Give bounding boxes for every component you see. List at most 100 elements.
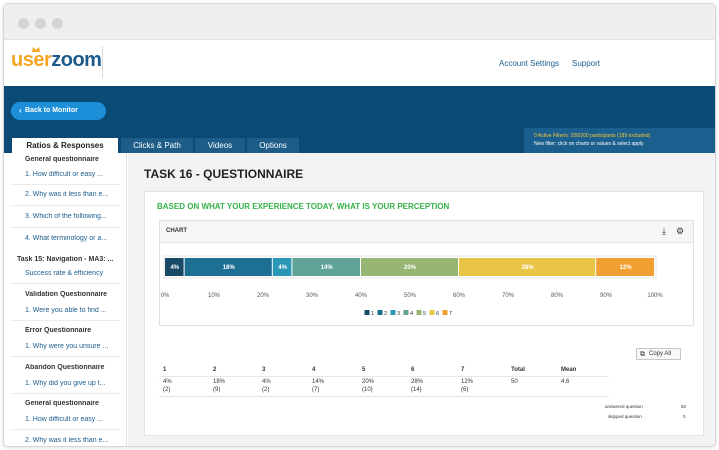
bar-segment-3[interactable] (272, 258, 292, 276)
legend-label: 5 (423, 311, 426, 317)
table-cell[interactable]: (2) (262, 387, 270, 393)
sidebar-group-general-2[interactable]: General questionnaire (25, 400, 99, 407)
sidebar-item-q4[interactable]: 4. What terminology or a... (25, 235, 108, 242)
active-filter-box[interactable]: 0 Active Filter/s: 200/200 participants … (524, 128, 715, 153)
table-header: Mean (561, 367, 577, 373)
bar-segment-6[interactable] (459, 258, 596, 276)
sidebar-item-abandon-q1[interactable]: 1. Why did you give up t... (25, 380, 106, 387)
sidebar-item-error-q1[interactable]: 1. Why were you unsure ... (25, 343, 109, 350)
x-tick-label: 40% (355, 293, 368, 299)
tab-options[interactable]: Options (247, 138, 299, 153)
sidebar-item-success-rate[interactable]: Success rate & efficiency (25, 270, 104, 277)
legend-swatch[interactable] (403, 310, 409, 315)
bar-segment-5[interactable] (361, 258, 458, 276)
x-tick-label: 80% (551, 293, 564, 299)
table-cell[interactable]: 18% (213, 379, 226, 385)
sidebar-divider (10, 429, 120, 430)
table-cell[interactable]: (10) (362, 387, 373, 393)
table-cell: 50 (511, 379, 518, 385)
x-tick-label: 10% (208, 293, 221, 299)
legend-swatch[interactable] (442, 310, 448, 315)
question-title: BASED ON WHAT YOUR EXPERIENCE TODAY, WHA… (157, 202, 450, 211)
chevron-left-icon: ‹ (19, 106, 22, 115)
support-link[interactable]: Support (572, 59, 601, 68)
bar-segment-4[interactable] (292, 258, 360, 276)
legend-swatch[interactable] (377, 310, 383, 315)
tab-clicks-path[interactable]: Clicks & Path (121, 138, 193, 153)
filter-status-text: 0 Active Filter/s: 200/200 participants … (534, 133, 651, 139)
page-title: TASK 16 - QUESTIONNAIRE (144, 167, 304, 181)
sidebar-divider (10, 205, 120, 206)
copy-all-button[interactable]: ⧉ Copy All (636, 348, 681, 360)
tab-videos[interactable]: Videos (195, 138, 245, 153)
sidebar-item-q3[interactable]: 3. Which of the following... (25, 213, 107, 220)
table-cell[interactable]: (6) (461, 387, 469, 393)
sidebar-item-general2-q1[interactable]: 1. How difficult or easy ... (25, 416, 104, 423)
table-cell[interactable]: 12% (461, 379, 474, 385)
sidebar-group-general[interactable]: General questionnaire (25, 156, 99, 163)
x-tick-label: 20% (257, 293, 270, 299)
chart-label: CHART (166, 228, 187, 234)
x-tick-label: 90% (600, 293, 613, 299)
sidebar-item-validation-q1[interactable]: 1. Were you able to find ... (25, 307, 107, 314)
window-dot-2[interactable] (35, 18, 46, 29)
window-dot-1[interactable] (18, 18, 29, 29)
legend-swatch[interactable] (390, 310, 396, 315)
table-cell[interactable]: 4% (262, 379, 271, 385)
gear-icon[interactable]: ⚙ (676, 226, 685, 236)
sidebar-item-general2-q2[interactable]: 2. Why was it less than e... (25, 437, 109, 444)
x-tick-label: 60% (453, 293, 466, 299)
table-header: 6 (411, 367, 415, 373)
copy-icon: ⧉ (640, 351, 645, 358)
sidebar-group-error[interactable]: Error Questionnaire (25, 327, 92, 334)
bar-data-label: 20% (404, 265, 417, 271)
table-cell[interactable]: 28% (411, 379, 424, 385)
table-cell[interactable]: 20% (362, 379, 375, 385)
bar-data-label: 12% (620, 265, 633, 271)
table-cell[interactable]: 14% (312, 379, 325, 385)
main-content: TASK 16 - QUESTIONNAIRE BASED ON WHAT YO… (128, 153, 715, 446)
stacked-bar-chart[interactable]: 4% 18% 4% 14% 20% 28% 12% 0% 10% 20% 30% 40% 50% 60% 7… (160, 243, 693, 326)
sidebar-item-q1[interactable]: 1. How difficult or easy ... (25, 171, 104, 178)
table-header: 5 (362, 367, 366, 373)
back-button-label: Back to Monitor (25, 107, 78, 114)
x-tick-label: 0% (161, 293, 170, 299)
account-settings-link[interactable]: Account Settings (499, 59, 560, 68)
sidebar-group-task15[interactable]: Task 15: Navigation - MA3: ... (17, 256, 114, 263)
userzoom-logo[interactable]: userzoom (11, 49, 102, 72)
question-panel: BASED ON WHAT YOUR EXPERIENCE TODAY, WHA… (144, 191, 704, 436)
bar-segment-2[interactable] (184, 258, 272, 276)
logo-part-zoom: zoom (51, 49, 102, 71)
legend-swatch[interactable] (416, 310, 422, 315)
table-cell[interactable]: (9) (213, 387, 221, 393)
bar-segment-1[interactable] (165, 258, 184, 276)
bar-segment-7[interactable] (596, 258, 654, 276)
table-header: 3 (262, 367, 266, 373)
legend-swatch[interactable] (429, 310, 435, 315)
table-cell[interactable]: (2) (163, 387, 171, 393)
chart-container: CHART ⤓ ⚙ 4% 18% 4% 14% 20% 28% 12% 0% 10% 20% 30%… (159, 220, 694, 326)
top-navigation: userzoom Account Settings Support (4, 40, 715, 86)
table-header: 4 (312, 367, 316, 373)
download-icon[interactable]: ⤓ (662, 226, 666, 236)
legend-label: 7 (449, 311, 452, 317)
toolbar: ‹ Back to Monitor Ratios & Responses Cli… (4, 86, 715, 153)
tab-ratios-responses[interactable]: Ratios & Responses (12, 138, 118, 153)
legend-label: 3 (397, 311, 400, 317)
skipped-question-label: skipped question (608, 414, 642, 419)
table-header: 1 (163, 367, 167, 373)
sidebar-item-q2[interactable]: 2. Why was it less than e... (25, 191, 109, 198)
sidebar-group-validation[interactable]: Validation Questionnaire (25, 291, 108, 298)
bar-data-label: 14% (321, 265, 334, 271)
window-dot-3[interactable] (52, 18, 63, 29)
legend-swatch[interactable] (364, 310, 370, 315)
table-cell[interactable]: (7) (312, 387, 320, 393)
x-tick-label: 30% (306, 293, 319, 299)
back-to-monitor-button[interactable]: ‹ Back to Monitor (11, 102, 106, 120)
table-cell[interactable]: (14) (411, 387, 422, 393)
bar-data-label: 4% (278, 265, 287, 271)
table-cell[interactable]: 4% (163, 379, 172, 385)
sidebar-divider (10, 227, 120, 228)
x-tick-label: 50% (404, 293, 417, 299)
sidebar-group-abandon[interactable]: Abandon Questionnaire (25, 364, 105, 371)
